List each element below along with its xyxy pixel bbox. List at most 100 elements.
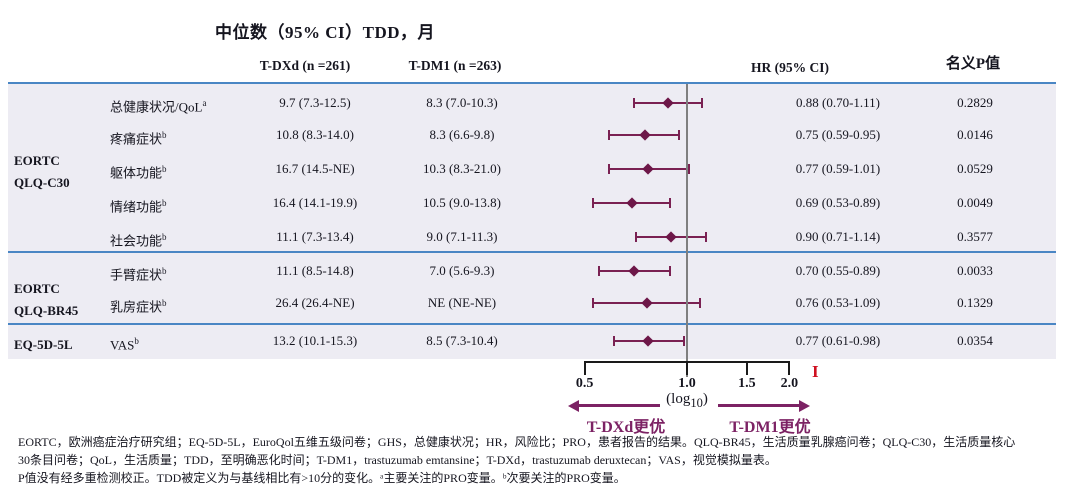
axis-tick [686,361,688,375]
group-label-1: EORTC QLQ-BR45 [14,278,78,322]
hr-ci-value: 0.76 (0.53-1.09) [795,295,881,310]
hr-ci-value: 0.75 (0.59-0.95) [795,127,881,142]
axis-tick [745,361,748,375]
axis-tick-label: 1.0 [678,376,696,391]
axis-scale-prefix: (log [666,391,691,407]
tdm1-median-value: 7.0 (5.6-9.3) [429,263,495,278]
ci-cap-left [635,232,638,242]
group-label-2: EQ-5D-5L [14,334,73,356]
ci-cap-left [597,266,600,276]
left-arrow-line [578,404,660,407]
tdxd-median-value: 16.4 (14.1-19.9) [272,195,358,210]
ci-cap-left [608,130,611,140]
p-value: 0.2829 [957,95,993,110]
ci-cap-left [633,98,636,108]
right-arrow-line [718,404,800,407]
axis-scale-suffix: ) [702,391,708,407]
group-label-line: EORTC [14,281,60,296]
ci-cap-left [613,336,615,346]
group-label-0: EORTC QLQ-C30 [14,150,70,194]
ci-cap-right [678,130,681,140]
tdxd-median-value: 11.1 (8.5-14.8) [276,263,354,278]
measure-superscript: b [162,164,167,174]
tdxd-median-value: 9.7 (7.3-12.5) [279,95,351,110]
right-arrow-label: T-DM1更优 [729,419,811,436]
tdm1-median-value: 10.3 (8.3-21.0) [423,161,501,176]
axis-tick-label: 0.5 [575,376,594,391]
column-header-hr: HR (95% CI) [751,60,829,75]
measure-label: 疼痛症状b [110,130,167,147]
ci-cap-right [705,232,708,242]
hr-ci-value: 0.90 (0.71-1.14) [795,229,881,244]
p-value: 0.0529 [957,161,993,176]
ci-cap-left [608,164,611,174]
ci-cap-left [592,198,595,208]
group-label-line: EORTC [14,153,60,168]
ci-cap-right [687,164,690,174]
p-value: 0.0033 [957,263,993,278]
measure-label: 总健康状况/QoLa [110,98,207,115]
ci-cap-right [668,266,671,276]
p-value: 0.0354 [957,333,993,348]
axis-tick [583,361,586,375]
measure-superscript: b [134,336,139,346]
tdm1-median-value: 10.5 (9.0-13.8) [423,195,501,210]
hr-ci-value: 0.77 (0.61-0.98) [795,333,881,348]
measure-label: VASb [110,336,139,353]
measure-label: 社会功能b [110,232,167,249]
tdm1-median-value: 9.0 (7.1-11.3) [426,229,498,244]
ci-cap-right [701,98,704,108]
p-value: 0.3577 [957,229,993,244]
left-arrow-icon [568,399,579,412]
group-separator-line-1 [8,251,1056,253]
axis-tick-label: 1.5 [738,376,756,391]
measure-superscript: b [162,298,167,308]
hr-ci-value: 0.70 (0.55-0.89) [795,263,881,278]
footnote-line-3: P值没有经多重检测校正。TDD被定义为与基线相比有>10分的变化。ᵃ主要关注的P… [18,471,626,485]
chart-title: 中位数（95% CI）TDD，月 [214,23,436,42]
measure-label: 情绪功能b [110,198,167,215]
measure-label: 躯体功能b [110,164,167,181]
group-separator-line-2 [8,323,1056,325]
group-label-line: QLQ-C30 [14,175,70,190]
p-value: 0.0146 [957,127,993,142]
ci-cap-right [668,198,671,208]
axis-tick-label: 2.0 [780,376,799,391]
table-background [8,84,1056,359]
p-value: 0.1329 [957,295,993,310]
tdm1-median-value: NE (NE-NE) [427,295,497,310]
left-arrow-label: T-DXd更优 [586,419,666,436]
group-label-line: QLQ-BR45 [14,303,79,318]
measure-superscript: b [162,130,167,140]
right-arrow-icon [799,399,810,412]
ci-cap-left [592,298,595,308]
p-value: 0.0049 [957,195,993,210]
column-header-tdxd: T-DXd (n =261) [259,58,351,73]
footnote-line-1: EORTC，欧洲癌症治疗研究组；EQ-5D-5L，EuroQol五维五级问卷；G… [18,435,1016,449]
measure-superscript: a [202,98,207,108]
tdm1-median-value: 8.3 (7.0-10.3) [426,95,498,110]
axis-tick [788,361,791,375]
axis-scale-subscript: 10 [690,396,703,410]
red-cursor-mark: I [812,362,819,381]
measure-superscript: b [162,232,167,242]
tdxd-median-value: 26.4 (26.4-NE) [275,295,355,310]
tdxd-median-value: 11.1 (7.3-13.4) [276,229,354,244]
column-header-tdm1: T-DM1 (n =263) [408,58,502,73]
axis-scale-label: (log10) [647,391,727,411]
tdxd-median-value: 10.8 (8.3-14.0) [276,127,354,142]
tdxd-median-value: 16.7 (14.5-NE) [275,161,355,176]
tdxd-median-value: 13.2 (10.1-15.3) [272,333,358,348]
measure-label: 手臂症状b [110,266,167,283]
hr-ci-value: 0.77 (0.59-1.01) [795,161,881,176]
tdm1-median-value: 8.3 (6.6-9.8) [429,127,495,142]
tdm1-median-value: 8.5 (7.3-10.4) [426,333,498,348]
ci-cap-right [683,336,685,346]
measure-superscript: b [162,266,167,276]
header-separator-line [8,82,1056,84]
measure-superscript: b [162,198,167,208]
column-header-pvalue: 名义P值 [945,56,1001,72]
reference-line-hr1 [686,84,688,377]
ci-cap-right [698,298,701,308]
